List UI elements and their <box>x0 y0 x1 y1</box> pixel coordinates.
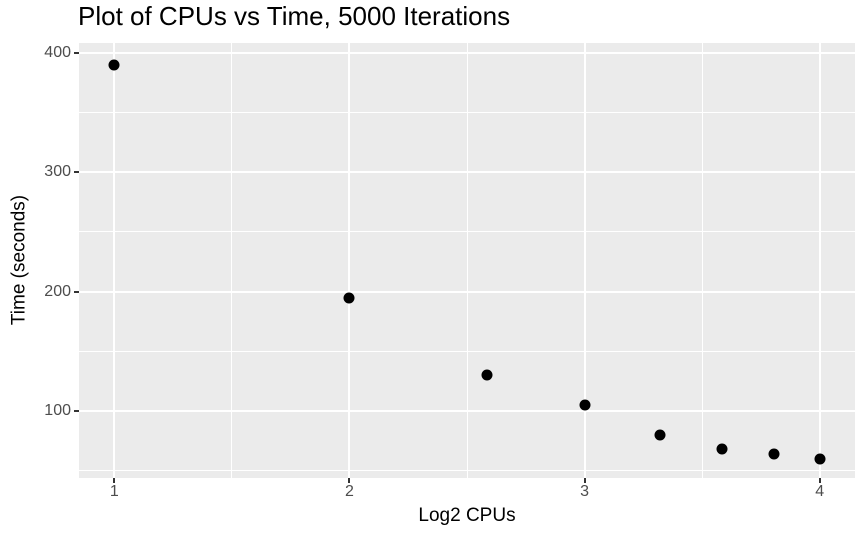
x-tick-mark <box>348 478 351 483</box>
plot-panel <box>79 43 855 478</box>
minor-gridline-x <box>466 43 468 478</box>
x-tick-mark <box>583 478 586 483</box>
minor-gridline-x <box>231 43 233 478</box>
y-tick-mark <box>74 410 79 413</box>
x-axis-title: Log2 CPUs <box>418 505 516 526</box>
major-gridline-x <box>583 43 586 478</box>
data-point <box>108 59 120 70</box>
major-gridline-x <box>818 43 821 478</box>
x-tick-label: 4 <box>815 483 825 500</box>
major-gridline-y <box>79 51 855 54</box>
data-point <box>716 443 728 455</box>
x-tick-label: 1 <box>109 483 119 500</box>
y-tick-label: 300 <box>44 163 71 181</box>
y-tick-label: 100 <box>44 402 71 420</box>
x-tick-mark <box>113 478 116 483</box>
major-gridline-y <box>79 171 855 174</box>
y-tick-mark <box>74 51 79 54</box>
major-gridline-x <box>348 43 351 478</box>
data-point <box>343 292 355 304</box>
data-point <box>579 399 591 411</box>
data-point <box>768 448 780 460</box>
major-gridline-y <box>79 290 855 293</box>
x-tick-label: 3 <box>580 483 590 500</box>
major-gridline-y <box>79 410 855 413</box>
x-tick-label: 2 <box>344 483 354 500</box>
y-tick-mark <box>74 290 79 293</box>
data-point <box>814 453 826 465</box>
y-tick-label: 200 <box>44 282 71 300</box>
y-tick-label: 400 <box>44 43 71 61</box>
x-tick-mark <box>818 478 821 483</box>
y-axis-title: Time (seconds) <box>8 194 30 326</box>
data-point <box>481 369 493 381</box>
data-point <box>654 429 666 441</box>
minor-gridline-x <box>701 43 703 478</box>
plot-title: Plot of CPUs vs Time, 5000 Iterations <box>78 1 511 31</box>
y-tick-mark <box>74 171 79 174</box>
major-gridline-x <box>113 43 116 478</box>
